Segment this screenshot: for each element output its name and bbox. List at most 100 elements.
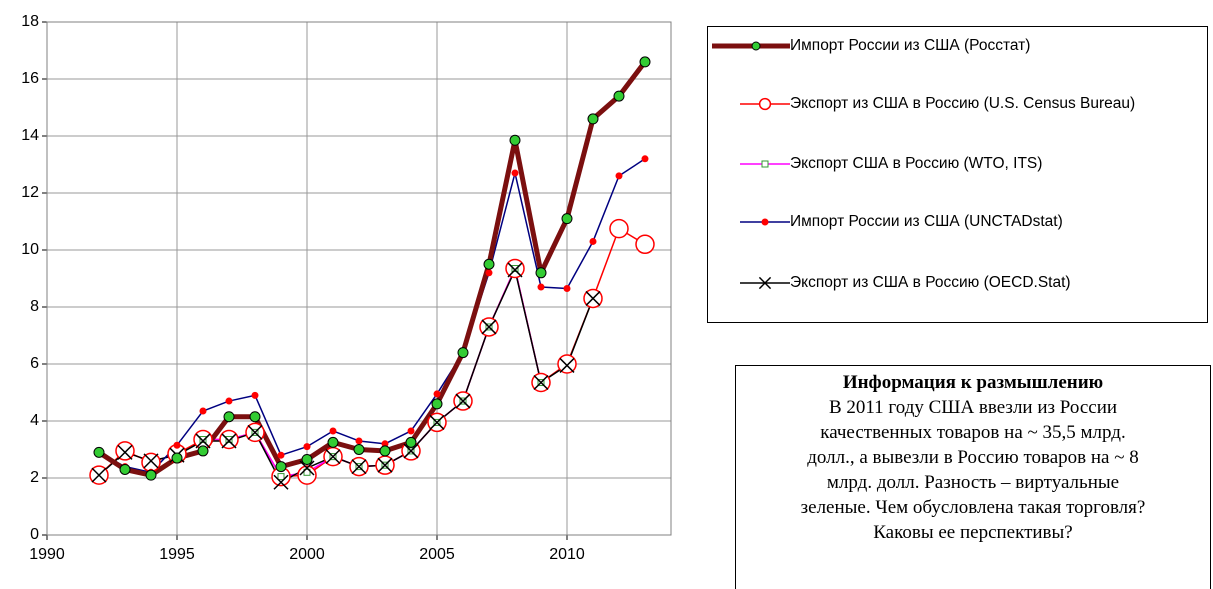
marker [559, 357, 575, 373]
legend-swatch [740, 218, 790, 226]
marker [431, 398, 443, 410]
marker [533, 374, 549, 391]
marker [171, 452, 183, 464]
marker [609, 218, 629, 239]
marker [429, 414, 445, 430]
legend-entry: Экспорт из США в Россию (OECD.Stat) [708, 270, 1190, 296]
marker [329, 427, 337, 435]
marker [641, 155, 649, 163]
marker [537, 283, 545, 291]
plot-border [46, 21, 672, 536]
marker [251, 391, 259, 399]
marker [758, 276, 772, 290]
marker [511, 169, 519, 177]
note: Информация к размышлению В 2011 году США… [735, 365, 1211, 589]
legend-entry: Экспорт США в Россию (WTO, ITS) [708, 151, 1190, 177]
marker [585, 290, 601, 306]
marker [173, 441, 181, 449]
series-line [97, 60, 647, 478]
marker [351, 459, 367, 475]
marker [225, 397, 233, 405]
note-title: Информация к размышлению [842, 372, 1104, 393]
marker [403, 443, 419, 459]
chart: 0 2 4 6 8 10 12 14 16 18 1990 1995 2000 2005 2010 [21, 13, 672, 563]
marker [455, 393, 471, 409]
marker [91, 467, 107, 483]
marker [277, 473, 285, 481]
marker [303, 468, 311, 476]
marker [275, 461, 287, 473]
marker [225, 436, 233, 444]
x-tick-label: 2000 [289, 546, 325, 563]
marker [247, 424, 263, 440]
legend-label: Экспорт из США в Россию (OECD.Stat) [790, 274, 1071, 291]
marker [563, 284, 571, 292]
marker [141, 452, 161, 473]
marker [199, 407, 207, 415]
marker [325, 449, 341, 465]
marker [199, 436, 207, 444]
legend-label: Экспорт США в Россию (WTO, ITS) [790, 155, 1043, 172]
legend: Импорт России из США (Росстат) Экспорт из… [707, 26, 1208, 323]
marker [277, 451, 285, 459]
marker [557, 354, 577, 374]
marker [273, 474, 289, 490]
marker [589, 237, 597, 245]
marker [535, 267, 547, 279]
marker [115, 441, 135, 461]
marker [509, 134, 521, 146]
marker [587, 113, 599, 125]
marker [301, 453, 313, 465]
x-tick-label: 2010 [549, 546, 585, 563]
x-tick-label: 1990 [29, 546, 65, 563]
series-line [98, 158, 646, 474]
y-tick-label: 14 [21, 127, 39, 144]
note-line: качественных товаров на ~ 35,5 млрд. [820, 422, 1126, 443]
note-line: долл., а вывезли в Россию товаров на ~ 8 [807, 447, 1139, 468]
marker [93, 446, 105, 458]
marker [511, 265, 519, 273]
y-tick-label: 12 [21, 184, 39, 201]
marker [221, 433, 237, 449]
y-tick-label: 6 [30, 355, 39, 372]
legend-entry: Экспорт из США в Россию (U.S. Census Bur… [708, 91, 1190, 117]
y-tick-label: 16 [21, 70, 39, 87]
series-line [203, 267, 542, 478]
legend-swatch [712, 41, 790, 51]
marker [507, 262, 523, 278]
marker [483, 258, 495, 270]
marker [457, 347, 469, 359]
y-tick-label: 18 [21, 13, 39, 30]
note-line: млрд. долл. Разность – виртуальные [826, 472, 1120, 493]
marker [355, 437, 363, 445]
marker [195, 433, 211, 449]
y-tick-label: 0 [30, 526, 39, 543]
marker [223, 411, 235, 423]
marker [117, 444, 133, 460]
y-tick-label: 8 [30, 298, 39, 315]
marker [379, 445, 391, 457]
legend-swatch [740, 97, 790, 111]
y-tick-label: 2 [30, 469, 39, 486]
y-tick-label: 10 [21, 241, 39, 258]
marker [327, 436, 339, 448]
marker [635, 234, 655, 255]
marker [751, 41, 761, 51]
marker [299, 460, 315, 476]
legend-entry: Импорт России из США (Росстат) [708, 33, 1190, 59]
marker [761, 218, 769, 226]
marker [249, 411, 261, 423]
x-tick-label: 1995 [159, 546, 195, 563]
marker [381, 440, 389, 448]
note-line: зеленые. Чем обусловлена такая торговля? [800, 497, 1146, 518]
legend-entry: Импорт России из США (UNCTADstat) [708, 209, 1190, 235]
legend-label: Экспорт из США в Россию (U.S. Census Bur… [790, 95, 1136, 112]
marker [377, 457, 393, 473]
marker [143, 453, 159, 469]
marker [485, 269, 493, 277]
y-tick-label: 4 [30, 412, 39, 429]
marker [353, 444, 365, 455]
marker [119, 463, 131, 475]
marker [145, 469, 157, 481]
